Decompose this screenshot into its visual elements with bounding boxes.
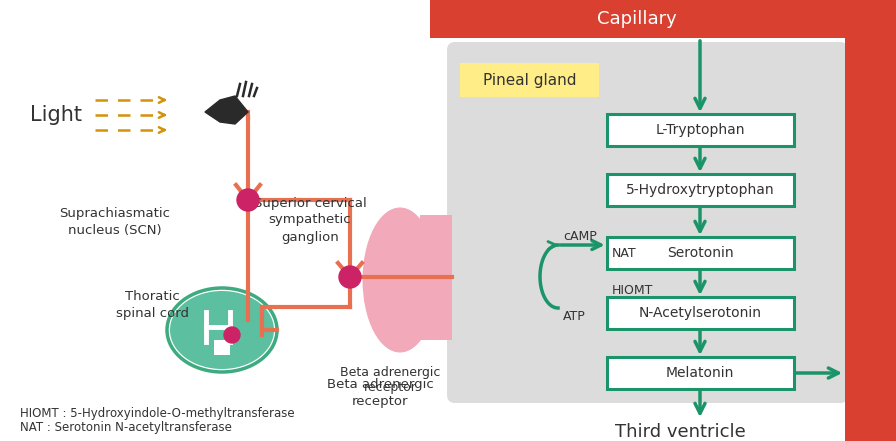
Polygon shape	[430, 0, 896, 38]
Polygon shape	[845, 0, 896, 441]
Text: NAT : Serotonin N-acetyltransferase: NAT : Serotonin N-acetyltransferase	[20, 422, 232, 434]
Text: NAT: NAT	[611, 247, 636, 260]
FancyBboxPatch shape	[460, 63, 599, 97]
Text: Pineal gland: Pineal gland	[483, 72, 576, 87]
Text: Beta adrenergic
receptor: Beta adrenergic receptor	[340, 366, 440, 394]
Text: HIOMT: HIOMT	[611, 284, 653, 296]
Circle shape	[237, 189, 259, 211]
Circle shape	[224, 327, 240, 343]
Polygon shape	[205, 96, 248, 124]
Text: Thoratic
spinal cord: Thoratic spinal cord	[116, 290, 188, 320]
Text: Superior cervical
sympathetic
ganglion: Superior cervical sympathetic ganglion	[254, 197, 366, 243]
Circle shape	[339, 266, 361, 288]
Text: ATP: ATP	[563, 310, 586, 322]
Ellipse shape	[170, 291, 274, 369]
FancyBboxPatch shape	[607, 297, 794, 329]
FancyBboxPatch shape	[447, 42, 848, 403]
FancyBboxPatch shape	[607, 237, 794, 269]
FancyBboxPatch shape	[607, 174, 794, 206]
Text: Serotonin: Serotonin	[667, 246, 733, 260]
Text: L-Tryptophan: L-Tryptophan	[655, 123, 745, 137]
Text: 5-Hydroxytryptophan: 5-Hydroxytryptophan	[625, 183, 774, 197]
Text: Third ventricle: Third ventricle	[615, 423, 745, 441]
Text: Melatonin: Melatonin	[666, 366, 734, 380]
FancyBboxPatch shape	[607, 357, 794, 389]
Text: Capillary: Capillary	[597, 10, 676, 28]
Text: N-Acetylserotonin: N-Acetylserotonin	[639, 306, 762, 320]
Bar	[214, 340, 230, 355]
Text: cAMP: cAMP	[563, 231, 597, 243]
Ellipse shape	[363, 208, 437, 352]
Bar	[420, 215, 452, 340]
Text: HIOMT : 5-Hydroxyindole-O-methyltransferase: HIOMT : 5-Hydroxyindole-O-methyltransfer…	[20, 407, 295, 419]
FancyBboxPatch shape	[607, 114, 794, 146]
Text: Suprachiasmatic
nucleus (SCN): Suprachiasmatic nucleus (SCN)	[59, 207, 170, 237]
Text: Beta adrenergic
receptor: Beta adrenergic receptor	[327, 378, 434, 408]
Text: Light: Light	[30, 105, 82, 125]
